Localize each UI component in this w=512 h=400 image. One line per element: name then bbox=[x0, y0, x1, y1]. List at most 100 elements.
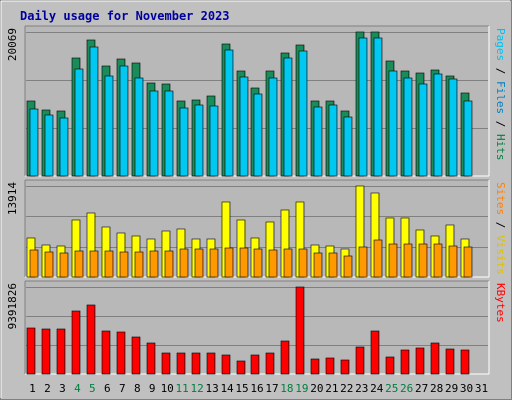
bar-files bbox=[179, 107, 189, 177]
bar-files bbox=[283, 57, 293, 177]
bar-files bbox=[44, 114, 54, 177]
bar-sites bbox=[209, 248, 219, 278]
bar-files bbox=[448, 78, 458, 177]
bar-sites bbox=[253, 248, 263, 278]
x-axis-day-label: 18 bbox=[280, 382, 293, 395]
x-axis-day-label: 5 bbox=[89, 382, 96, 395]
x-axis-day-label: 9 bbox=[149, 382, 156, 395]
bar-files bbox=[403, 77, 413, 177]
y-axis-max-label: 9391826 bbox=[6, 283, 19, 329]
bar-kbytes bbox=[191, 352, 201, 375]
bar-sites bbox=[74, 250, 84, 278]
bar-kbytes bbox=[265, 352, 275, 375]
bar-kbytes bbox=[280, 340, 290, 375]
bar-files bbox=[194, 104, 204, 177]
bar-kbytes bbox=[340, 359, 350, 375]
bar-sites bbox=[373, 239, 383, 278]
bar-sites bbox=[194, 248, 204, 278]
x-axis-day-label: 25 bbox=[385, 382, 398, 395]
bar-sites bbox=[358, 246, 368, 278]
bar-files bbox=[134, 77, 144, 177]
bar-kbytes bbox=[295, 286, 305, 375]
x-axis-day-label: 24 bbox=[370, 382, 384, 395]
bar-kbytes bbox=[131, 336, 141, 375]
bar-files bbox=[373, 37, 383, 177]
bar-kbytes bbox=[355, 346, 365, 375]
bar-kbytes bbox=[86, 304, 96, 375]
bar-sites bbox=[119, 251, 129, 278]
y-axis-max-label: 20069 bbox=[6, 28, 19, 61]
bar-sites bbox=[149, 250, 159, 278]
x-axis-day-label: 7 bbox=[119, 382, 126, 395]
x-axis-day-label: 29 bbox=[445, 382, 458, 395]
bar-files bbox=[433, 73, 443, 177]
bar-sites bbox=[44, 251, 54, 278]
bar-sites bbox=[448, 245, 458, 278]
bar-sites bbox=[313, 252, 323, 278]
bar-kbytes bbox=[146, 342, 156, 375]
bar-kbytes bbox=[400, 349, 410, 375]
bar-sites bbox=[179, 248, 189, 278]
bar-sites bbox=[403, 243, 413, 278]
panel-right-label-part: Hits bbox=[494, 134, 507, 161]
x-axis-day-label: 3 bbox=[59, 382, 66, 395]
x-axis-day-label: 17 bbox=[265, 382, 278, 395]
bar-sites bbox=[239, 247, 249, 278]
x-axis-day-label: 19 bbox=[295, 382, 308, 395]
bar-kbytes bbox=[250, 354, 260, 375]
bar-sites bbox=[29, 249, 39, 278]
bar-files bbox=[298, 50, 308, 177]
x-axis-day-label: 6 bbox=[104, 382, 111, 395]
bar-sites bbox=[164, 250, 174, 278]
bar-kbytes bbox=[41, 328, 51, 375]
x-axis-day-label: 2 bbox=[44, 382, 51, 395]
panel-right-label-part: / bbox=[494, 61, 507, 81]
bar-kbytes bbox=[310, 358, 320, 375]
chart-title: Daily usage for November 2023 bbox=[20, 9, 230, 23]
bar-kbytes bbox=[236, 360, 246, 375]
bar-files bbox=[149, 90, 159, 177]
bar-kbytes bbox=[460, 349, 470, 375]
x-axis-day-label: 16 bbox=[250, 382, 263, 395]
x-axis-day-label: 11 bbox=[176, 382, 189, 395]
bar-kbytes bbox=[116, 331, 126, 375]
panel-right-label-part: Sites bbox=[494, 182, 507, 215]
x-axis-day-label: 10 bbox=[161, 382, 174, 395]
bar-files bbox=[29, 108, 39, 177]
bar-sites bbox=[134, 251, 144, 278]
bar-files bbox=[253, 93, 263, 177]
panel-right-label-part: KBytes bbox=[494, 283, 507, 323]
bar-kbytes bbox=[56, 328, 66, 375]
bar-sites bbox=[418, 243, 428, 278]
bar-sites bbox=[59, 252, 69, 278]
x-axis-day-label: 4 bbox=[74, 382, 81, 395]
panel-right-label-part: / bbox=[494, 114, 507, 134]
bar-files bbox=[418, 83, 428, 177]
bar-kbytes bbox=[206, 352, 216, 375]
x-axis-day-label: 23 bbox=[355, 382, 368, 395]
bar-kbytes bbox=[221, 354, 231, 375]
bar-kbytes bbox=[176, 352, 186, 375]
x-axis-day-label: 14 bbox=[220, 382, 234, 395]
bar-sites bbox=[343, 255, 353, 278]
bar-files bbox=[209, 105, 219, 177]
x-axis-day-label: 13 bbox=[205, 382, 218, 395]
bar-kbytes bbox=[415, 347, 425, 375]
bar-kbytes bbox=[161, 352, 171, 375]
panel-right-label-part: / bbox=[494, 215, 507, 235]
bar-kbytes bbox=[71, 310, 81, 375]
bar-files bbox=[313, 106, 323, 177]
panel-right-label-part: Files bbox=[494, 81, 507, 114]
bar-kbytes bbox=[445, 348, 455, 375]
x-axis-day-label: 30 bbox=[460, 382, 473, 395]
bar-files bbox=[358, 37, 368, 177]
x-axis-day-label: 26 bbox=[400, 382, 413, 395]
bar-sites bbox=[298, 248, 308, 278]
panel-right-label-part: Visits bbox=[494, 235, 507, 275]
bar-kbytes bbox=[385, 356, 395, 375]
bar-kbytes bbox=[101, 330, 111, 375]
bar-sites bbox=[268, 249, 278, 278]
bar-kbytes bbox=[325, 357, 335, 375]
